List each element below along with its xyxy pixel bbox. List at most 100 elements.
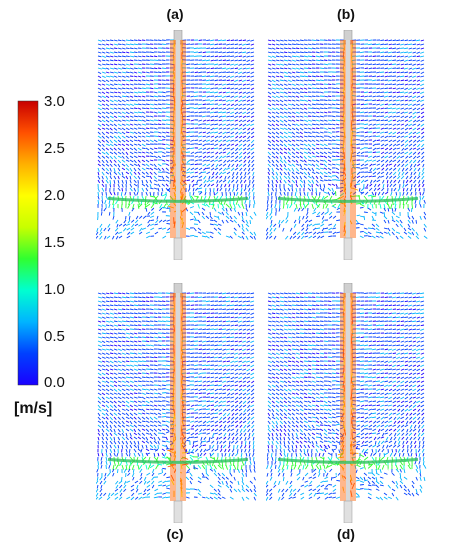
velocity-vector	[130, 231, 135, 235]
velocity-vector	[413, 163, 417, 168]
velocity-vector	[271, 111, 276, 114]
velocity-vector	[109, 304, 114, 307]
velocity-vector	[384, 75, 389, 78]
velocity-vector	[246, 55, 251, 58]
velocity-vector	[307, 191, 309, 196]
velocity-vector	[206, 67, 211, 70]
velocity-vector	[171, 151, 175, 159]
velocity-vector	[117, 384, 122, 388]
velocity-vector	[285, 235, 289, 240]
velocity-vector	[121, 51, 126, 54]
velocity-vector	[323, 143, 328, 147]
velocity-vector	[375, 219, 380, 223]
velocity-vector	[419, 191, 421, 196]
velocity-vector	[201, 207, 206, 211]
velocity-vector	[120, 191, 123, 196]
velocity-vector	[197, 215, 201, 220]
velocity-vector	[303, 127, 308, 130]
velocity-vector	[169, 139, 174, 142]
velocity-vector	[105, 71, 110, 74]
velocity-vector	[279, 131, 284, 135]
velocity-vector	[237, 227, 241, 231]
velocity-vector	[222, 143, 227, 146]
velocity-vector	[404, 47, 409, 50]
velocity-vector	[316, 219, 321, 224]
velocity-vector	[208, 175, 211, 180]
colorbar-tick-0.0: 0.0	[44, 374, 65, 391]
velocity-vector	[238, 340, 243, 343]
velocity-vector	[303, 75, 309, 78]
velocity-vector	[111, 231, 115, 235]
velocity-vector	[122, 223, 127, 227]
velocity-vector	[309, 227, 313, 232]
velocity-vector	[218, 115, 223, 118]
velocity-vector	[365, 191, 369, 195]
velocity-vector	[234, 151, 239, 155]
velocity-vector	[246, 376, 251, 379]
velocity-vector	[421, 127, 425, 131]
velocity-vector	[222, 171, 227, 175]
velocity-vector	[352, 151, 357, 154]
velocity-vector	[117, 344, 122, 347]
velocity-vector	[158, 207, 163, 211]
velocity-vector	[128, 211, 131, 216]
velocity-vector	[109, 139, 113, 144]
velocity-vector	[304, 219, 309, 224]
velocity-vector	[214, 139, 219, 143]
velocity-vector	[113, 147, 117, 151]
velocity-vector	[242, 304, 247, 307]
velocity-vector	[114, 227, 119, 232]
velocity-vector	[130, 227, 135, 231]
shaft	[176, 40, 180, 238]
velocity-vector	[299, 167, 304, 171]
velocity-vector	[279, 51, 284, 54]
velocity-vector	[379, 235, 384, 239]
velocity-vector	[198, 111, 203, 114]
velocity-vector	[408, 107, 413, 110]
velocity-vector	[135, 227, 139, 232]
velocity-vector	[141, 55, 146, 58]
velocity-vector	[142, 215, 147, 219]
velocity-vector	[266, 223, 269, 228]
velocity-vector	[153, 316, 158, 319]
velocity-vector	[210, 39, 215, 42]
velocity-vector	[242, 63, 247, 66]
velocity-vector	[404, 139, 409, 143]
velocity-vector	[201, 223, 206, 227]
velocity-vector	[137, 368, 142, 371]
velocity-vector	[206, 123, 211, 126]
velocity-vector	[125, 55, 130, 58]
velocity-vector	[242, 372, 247, 375]
velocity-vector	[392, 151, 397, 155]
velocity-vector	[380, 155, 385, 159]
velocity-vector	[420, 71, 425, 75]
velocity-vector	[101, 155, 106, 159]
velocity-vector	[303, 163, 308, 166]
velocity-vector	[381, 167, 385, 171]
velocity-vector	[368, 43, 373, 46]
velocity-vector	[287, 67, 292, 70]
velocity-vector	[145, 296, 150, 298]
velocity-vector	[133, 360, 138, 363]
velocity-vector	[161, 107, 167, 109]
velocity-vector	[240, 191, 243, 196]
velocity-vector	[418, 179, 421, 184]
velocity-vector	[416, 87, 421, 90]
velocity-vector	[246, 324, 251, 327]
velocity-vector	[230, 340, 235, 343]
velocity-vector	[391, 231, 395, 236]
velocity-vector	[226, 308, 231, 311]
velocity-vector	[214, 143, 219, 146]
velocity-vector	[307, 163, 312, 166]
velocity-vector	[401, 159, 405, 164]
velocity-vector	[416, 119, 421, 123]
velocity-vector	[149, 368, 154, 371]
velocity-vector	[315, 63, 320, 66]
velocity-vector	[145, 316, 150, 319]
velocity-vector	[133, 384, 138, 387]
velocity-vector	[157, 344, 162, 346]
velocity-vector	[375, 231, 381, 234]
velocity-vector	[230, 131, 235, 135]
velocity-vector	[319, 167, 324, 170]
velocity-vector	[189, 372, 195, 375]
